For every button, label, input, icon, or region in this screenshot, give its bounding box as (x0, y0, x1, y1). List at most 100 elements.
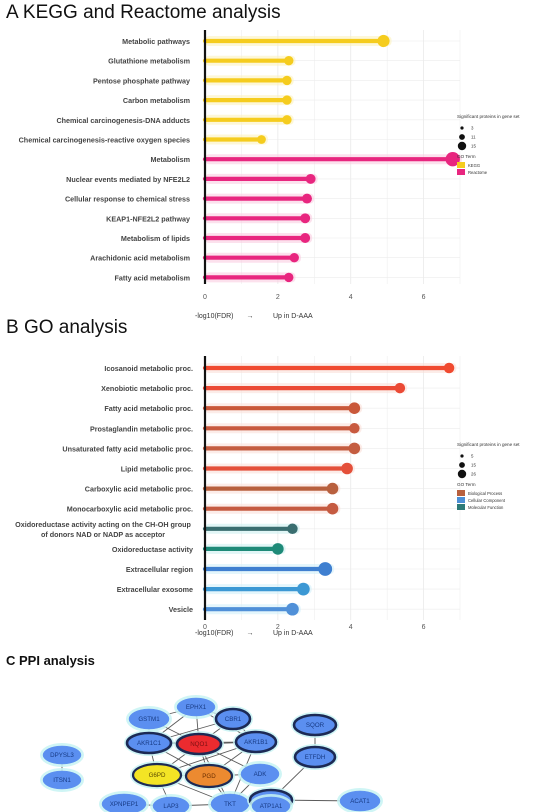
size-legend-title: Significant proteins in gene set (457, 114, 520, 119)
ppi-node: ATP1A1 (249, 794, 293, 812)
x-tick-label: 2 (276, 624, 280, 631)
color-legend-swatch (457, 504, 465, 510)
category-label: Icosanoid metabolic proc. (104, 364, 193, 373)
ppi-node-label: XPNPEP1 (110, 801, 139, 808)
size-legend-label: 3 (471, 126, 474, 131)
lollipop-point (300, 213, 311, 224)
x-tick-label: 0 (203, 624, 207, 631)
panel-a-title: A KEGG and Reactome analysis (6, 2, 281, 23)
lollipop-point (282, 95, 292, 105)
x-axis-arrow: → (247, 630, 254, 637)
ppi-node-shape (184, 763, 234, 789)
x-axis-label: -log10(FDR) (195, 313, 234, 320)
chart-panel-a: Metabolic pathways Glutathione metabolism… (19, 30, 520, 320)
ppi-node: GSTM1 (126, 706, 172, 732)
size-legend-label: 11 (471, 135, 476, 140)
color-legend-title: GO Term (457, 154, 476, 159)
ppi-node-shape (175, 732, 223, 756)
category-label: Fatty acid metabolism (115, 273, 191, 282)
ppi-node: CBR1 (213, 706, 253, 732)
color-legend-swatch (457, 490, 465, 496)
lollipop-point (284, 272, 294, 283)
category-label: Unsaturated fatty acid metabolic proc. (62, 444, 193, 453)
ppi-nodes: EPHX1 GSTM1 CBR1 AKR1C1 NQO1 AKR1B1 SQOR G6PD PG… (40, 695, 383, 812)
ppi-node: ETFDH (292, 744, 338, 770)
category-label: Carbon metabolism (123, 96, 190, 105)
ppi-node: PGD (183, 762, 235, 790)
ppi-node-shape (234, 730, 278, 754)
x-tick-label: 2 (276, 294, 280, 301)
ppi-node: TKT (208, 791, 252, 812)
ppi-node-label: SQOR (306, 722, 325, 729)
ppi-node-shape (293, 745, 337, 769)
ppi-node-label: TKT (224, 801, 236, 808)
ppi-node-shape (251, 796, 291, 812)
size-legend-title: Significant proteins in gene set (457, 442, 520, 447)
category-label: Prostaglandin metabolic proc. (90, 424, 193, 433)
ppi-network: EPHX1 GSTM1 CBR1 AKR1C1 NQO1 AKR1B1 SQOR G6PD PG… (40, 695, 383, 812)
ppi-node: G6PD (130, 761, 184, 789)
lollipop-point (302, 193, 312, 204)
color-legend-label: Cellular Component (468, 498, 506, 503)
category-label: Extracellular region (126, 565, 193, 574)
category-label: Metabolism (150, 155, 190, 164)
ppi-node-label: CBR1 (225, 716, 242, 723)
x-tick-label: 4 (349, 624, 353, 631)
category-label: Nuclear events mediated by NFE2L2 (66, 175, 190, 184)
lollipop-point (348, 442, 361, 455)
size-legend-dot (459, 134, 465, 140)
ppi-node-shape (214, 707, 252, 731)
color-legend-title: GO Term (457, 482, 476, 487)
category-label: Metabolism of lipids (121, 234, 190, 243)
ppi-node-label: AKR1C1 (137, 740, 162, 747)
color-legend-swatch (457, 162, 465, 168)
category-label: Vesicle (169, 605, 193, 614)
panel-b-title: B GO analysis (6, 317, 128, 338)
ppi-node-label: ETFDH (305, 754, 326, 761)
lollipop-point (326, 482, 339, 495)
size-legend-label: 5 (471, 454, 474, 459)
ppi-node: LAP3 (150, 794, 192, 812)
category-label: Glutathione metabolism (108, 57, 190, 66)
color-legend-label: Molecular Function (468, 505, 504, 510)
category-label: Metabolic pathways (122, 37, 190, 46)
category-label: Oxidoreductase activity acting on the CH… (15, 520, 191, 539)
lollipop-point (282, 75, 292, 86)
ppi-node: AKR1B1 (233, 729, 279, 755)
ppi-node: EPHX1 (174, 695, 218, 719)
category-label: Xenobiotic metabolic proc. (101, 384, 193, 393)
lollipop-point (341, 462, 353, 475)
x-tick-label: 4 (349, 294, 353, 301)
color-legend-label: Reactome (468, 170, 488, 175)
ppi-node: AKR1C1 (124, 730, 174, 756)
lollipop-point (272, 543, 284, 555)
x-tick-label: 0 (203, 294, 207, 301)
lollipop-point (318, 562, 333, 576)
category-label: Pentose phosphate pathway (93, 76, 190, 85)
category-label: Extracellular exosome (117, 585, 193, 594)
category-label: Chemical carcinogenesis-DNA adducts (56, 116, 190, 125)
color-legend-swatch (457, 497, 465, 503)
ppi-node-label: DPYSL3 (50, 752, 74, 759)
x-axis-direction: Up in D-AAA (273, 313, 313, 320)
ppi-node-label: AKR1B1 (244, 739, 268, 746)
ppi-node: ACAT1 (337, 788, 383, 812)
lollipop-point (287, 523, 298, 535)
size-legend-label: 26 (471, 472, 476, 477)
ppi-node-shape (101, 793, 147, 812)
category-label: KEAP1-NFE2L2 pathway (106, 214, 190, 223)
category-label: Fatty acid metabolic proc. (104, 404, 193, 413)
ppi-node-shape (240, 763, 280, 785)
lollipop-point (443, 362, 455, 374)
ppi-node-shape (339, 790, 381, 812)
legend: Significant proteins in gene set 5 15 26 GO … (457, 442, 520, 510)
category-label: Monocarboxylic acid metabolic proc. (67, 505, 193, 514)
lollipop-point (394, 382, 406, 394)
ppi-node: NQO1 (174, 731, 224, 757)
lollipop-point (445, 152, 460, 167)
ppi-node: ITSN1 (40, 768, 84, 792)
ppi-node-label: G6PD (149, 772, 166, 779)
category-label: Carboxylic acid metabolic proc. (85, 485, 193, 494)
x-tick-label: 6 (422, 624, 426, 631)
ppi-node-label: ACAT1 (350, 798, 370, 805)
